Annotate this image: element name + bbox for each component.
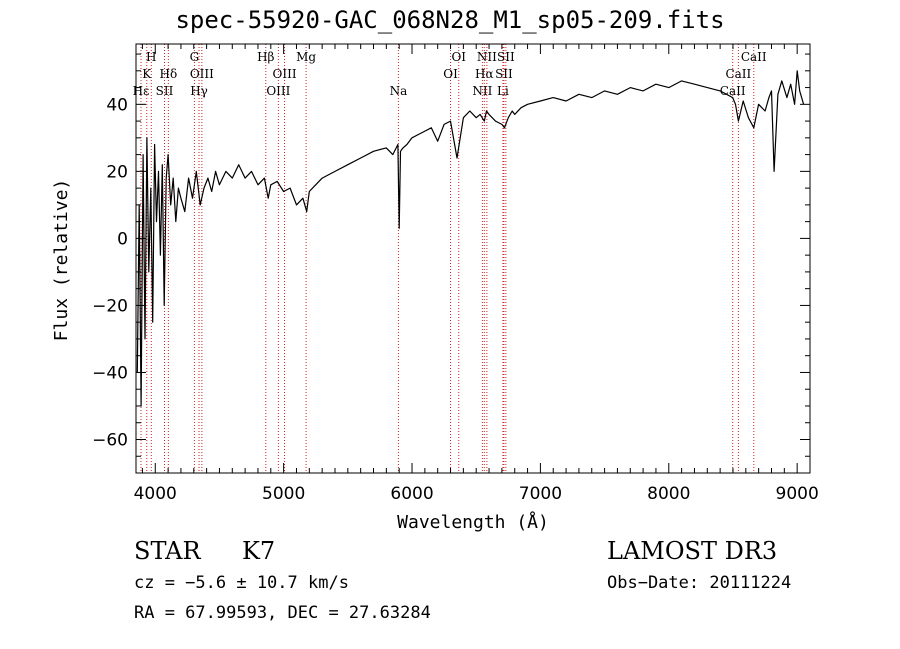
y-tick-label: 0 <box>117 229 128 249</box>
y-tick-label: −20 <box>92 296 128 316</box>
y-tick-label: 20 <box>106 162 128 182</box>
line-marker-label: OIII <box>273 67 297 81</box>
line-markers <box>140 44 755 473</box>
line-marker-label: Hε <box>133 84 150 98</box>
axis-ticks: 4000 5000 6000 7000 8000 9000 −60 −40 −20 0 20 40 <box>92 44 819 504</box>
line-marker-label: OIII <box>266 84 290 98</box>
line-marker-label: CaII <box>720 84 746 98</box>
plot-title: spec-55920-GAC_068N28_M1_sp05-209.fits <box>175 6 725 34</box>
line-marker-label: Hδ <box>160 67 178 81</box>
plot-frame <box>135 43 811 474</box>
x-tick-label: 5000 <box>262 484 305 504</box>
line-marker-labels: Hε KH SII Hδ G Hγ OIII Hβ OIII OIII Mg Na OI OI NII Hα N… <box>133 50 767 98</box>
redshift-info: cz = −5.6 ± 10.7 km/s <box>134 573 349 593</box>
line-marker-label: NII <box>472 84 492 98</box>
line-marker-label: OI <box>451 50 466 64</box>
spectrum-line <box>136 70 805 407</box>
line-marker-label: SII <box>495 67 513 81</box>
object-subclass: K7 <box>242 537 276 565</box>
obs-date: Obs−Date: 20111224 <box>607 573 792 593</box>
line-marker-label: Na <box>390 84 408 98</box>
line-marker-label: SII <box>497 50 515 64</box>
line-marker-label: Hγ <box>190 84 208 98</box>
x-tick-label: 6000 <box>390 484 433 504</box>
line-marker-label: K <box>142 67 152 81</box>
spectrum-series <box>136 70 805 407</box>
x-tick-label: 4000 <box>134 484 177 504</box>
line-marker-label: OIII <box>190 67 214 81</box>
line-marker-label: H <box>146 50 156 64</box>
y-axis-label: Flux (relative) <box>51 179 72 342</box>
line-marker-label: Hβ <box>257 50 274 64</box>
x-tick-label: 8000 <box>647 484 690 504</box>
line-marker-label: OI <box>443 67 458 81</box>
line-marker-label: CaII <box>725 67 751 81</box>
line-marker-label: SII <box>156 84 174 98</box>
line-marker-label: G <box>190 50 200 64</box>
x-tick-label: 7000 <box>519 484 562 504</box>
x-axis-label: Wavelength (Å) <box>397 511 549 533</box>
y-tick-label: −60 <box>92 430 128 450</box>
line-marker-label: NII <box>477 50 497 64</box>
object-class: STAR <box>134 537 201 565</box>
coordinates: RA = 67.99593, DEC = 27.63284 <box>134 603 431 623</box>
line-marker-label: Hα <box>475 67 494 81</box>
y-tick-label: 40 <box>106 95 128 115</box>
line-marker-label: CaII <box>741 50 767 64</box>
line-marker-label: Li <box>497 84 509 98</box>
y-tick-label: −40 <box>92 363 128 383</box>
x-tick-label: 9000 <box>776 484 819 504</box>
line-marker-label: Mg <box>296 50 316 64</box>
survey-name: LAMOST DR3 <box>607 537 778 565</box>
